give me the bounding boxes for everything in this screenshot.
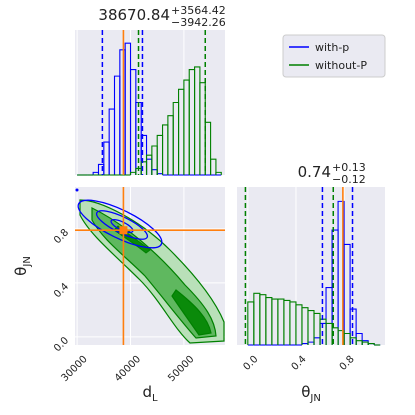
outlier-point (75, 188, 79, 192)
x-tick-label: 30000 (60, 354, 90, 384)
contour-blue-middle (95, 210, 149, 240)
x-axis-label: dL (142, 383, 158, 404)
legend-label: with-p (315, 41, 349, 54)
title-value: 38670.84 (98, 6, 170, 24)
title-lower: −3942.26 (171, 16, 226, 29)
x-tick-label: 40000 (113, 354, 143, 384)
title-upper: +3564.42 (171, 4, 226, 17)
panel-background (75, 30, 225, 175)
panel-background (237, 187, 385, 345)
histogram-step (204, 121, 212, 175)
x-tick-label: 0.8 (338, 354, 357, 373)
y-axis-label-sub: JN (22, 256, 33, 267)
title-value: 0.74 (298, 163, 331, 181)
legend-label: without-P (315, 59, 367, 72)
x-axis-label: θJN (301, 383, 321, 404)
y-tick-label: 0.4 (52, 281, 71, 300)
x-axis-label-sub: JN (309, 393, 320, 404)
y-axis-label: θJN (12, 256, 33, 276)
y-tick-label: 0.0 (52, 335, 71, 354)
x-tick-label: 0.0 (241, 354, 260, 373)
title-upper: +0.13 (332, 161, 366, 174)
title-lower: −0.12 (332, 173, 366, 186)
histogram-step (343, 243, 351, 345)
x-axis-label-main: θ (301, 383, 310, 401)
y-tick-label: 0.8 (52, 227, 71, 246)
x-axis-label-sub: L (152, 393, 158, 404)
contour-inner (171, 289, 212, 336)
x-axis-label-main: d (142, 383, 152, 401)
histogram-step (215, 171, 222, 175)
y-axis-label-main: θ (12, 267, 30, 276)
histogram-step (367, 343, 375, 345)
x-tick-label: 50000 (166, 354, 196, 384)
truth-point (119, 226, 128, 235)
histogram-step (210, 158, 217, 175)
legend-box (282, 34, 386, 78)
x-tick-label: 0.4 (290, 354, 309, 373)
contour-blue-outer (77, 199, 163, 249)
